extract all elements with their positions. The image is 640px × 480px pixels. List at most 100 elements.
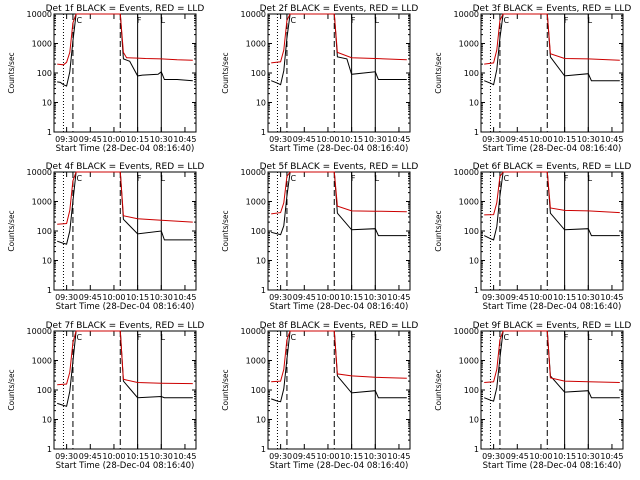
x-tick-label: 10:45 <box>600 293 623 302</box>
plot-frame <box>267 330 411 450</box>
y-axis-label: Counts/sec <box>221 52 230 93</box>
y-tick-label: 100 <box>464 386 479 395</box>
x-tick-label: 10:45 <box>387 135 410 144</box>
y-tick-label: 1 <box>47 286 52 295</box>
marker-label: C <box>290 16 296 25</box>
marker-label: F <box>351 16 356 25</box>
panel-title: Det 5f BLACK = Events, RED = LLD <box>260 162 419 172</box>
plot-frame <box>480 171 624 291</box>
x-tick-label: 10:15 <box>553 452 576 461</box>
x-tick-label: 09:30 <box>55 293 78 302</box>
y-tick-label: 1 <box>47 128 52 137</box>
series-events <box>57 330 193 407</box>
series-lld <box>271 171 407 215</box>
x-tick-label: 10:00 <box>529 452 552 461</box>
marker-label: L <box>161 174 166 183</box>
y-axis-label: Counts/sec <box>434 52 443 93</box>
y-tick-label: 1000 <box>246 198 266 207</box>
panel-title: Det 3f BLACK = Events, RED = LLD <box>473 4 632 14</box>
x-tick-label: 09:30 <box>55 135 78 144</box>
x-tick-label: 09:45 <box>79 135 102 144</box>
y-tick-label: 1 <box>261 445 266 454</box>
panel-3: Det 3f BLACK = Events, RED = LLD 1 10 100 10… <box>434 4 631 154</box>
y-tick-label: 10000 <box>241 327 266 336</box>
marker-label: L <box>161 16 166 25</box>
x-tick-label: 09:30 <box>482 452 505 461</box>
y-tick-label: 10000 <box>454 327 479 336</box>
y-tick-label: 10000 <box>27 168 52 177</box>
plot-frame <box>480 13 624 133</box>
y-tick-label: 10000 <box>27 10 52 19</box>
x-tick-label: 10:00 <box>316 293 339 302</box>
series-lld <box>484 171 620 216</box>
x-tick-label: 10:00 <box>316 452 339 461</box>
x-tick-label: 10:30 <box>150 135 173 144</box>
marker-label: C <box>76 333 82 342</box>
x-axis-label: Start Time (28-Dec-04 08:16:40) <box>483 461 622 471</box>
y-tick-label: 10 <box>42 99 52 108</box>
x-tick-label: 10:30 <box>577 135 600 144</box>
panel-title: Det 4f BLACK = Events, RED = LLD <box>46 162 205 172</box>
y-tick-label: 1 <box>474 286 479 295</box>
y-tick-label: 10 <box>256 99 266 108</box>
marker-label: L <box>161 333 166 342</box>
marker-label: F <box>351 333 356 342</box>
x-tick-label: 09:45 <box>293 452 316 461</box>
x-tick-label: 10:30 <box>150 452 173 461</box>
y-axis-label: Counts/sec <box>7 52 16 93</box>
x-axis-label: Start Time (28-Dec-04 08:16:40) <box>56 144 195 154</box>
marker-label: F <box>564 16 569 25</box>
x-tick-label: 10:00 <box>529 135 552 144</box>
y-tick-label: 1 <box>474 128 479 137</box>
panel-2: Det 2f BLACK = Events, RED = LLD 1 10 100 10… <box>221 4 418 154</box>
panel-8: Det 8f BLACK = Events, RED = LLD 1 10 100 10… <box>221 321 418 471</box>
x-tick-label: 10:45 <box>173 452 196 461</box>
marker-label: L <box>588 174 593 183</box>
x-axis-label: Start Time (28-Dec-04 08:16:40) <box>56 461 195 471</box>
y-tick-label: 1 <box>261 286 266 295</box>
panel-title: Det 9f BLACK = Events, RED = LLD <box>473 321 632 331</box>
y-axis-label: Counts/sec <box>221 369 230 410</box>
y-tick-label: 1000 <box>459 198 479 207</box>
marker-label: C <box>76 174 82 183</box>
panel-7: Det 7f BLACK = Events, RED = LLD 1 10 100 10… <box>7 321 204 471</box>
marker-label: F <box>564 333 569 342</box>
y-axis-label: Counts/sec <box>221 210 230 251</box>
marker-label: L <box>588 333 593 342</box>
panel-6: Det 6f BLACK = Events, RED = LLD 1 10 100 10… <box>434 162 631 312</box>
x-tick-label: 09:45 <box>79 452 102 461</box>
panel-title: Det 6f BLACK = Events, RED = LLD <box>473 162 632 172</box>
x-tick-label: 10:15 <box>126 452 149 461</box>
marker-label: C <box>503 333 509 342</box>
x-tick-label: 10:00 <box>529 293 552 302</box>
x-tick-label: 09:45 <box>79 293 102 302</box>
y-tick-label: 10 <box>42 257 52 266</box>
x-tick-label: 10:45 <box>600 135 623 144</box>
x-tick-label: 10:45 <box>173 135 196 144</box>
x-tick-label: 10:30 <box>364 452 387 461</box>
y-axis-label: Counts/sec <box>7 210 16 251</box>
marker-label: F <box>564 174 569 183</box>
marker-label: L <box>375 16 380 25</box>
y-tick-label: 100 <box>37 227 52 236</box>
y-tick-label: 10000 <box>27 327 52 336</box>
x-tick-label: 09:45 <box>506 135 529 144</box>
x-tick-label: 09:45 <box>506 293 529 302</box>
x-tick-label: 09:30 <box>269 452 292 461</box>
series-lld <box>484 13 620 65</box>
marker-label: F <box>137 16 142 25</box>
x-tick-label: 09:30 <box>482 135 505 144</box>
y-tick-label: 1000 <box>32 357 52 366</box>
marker-label: F <box>351 174 356 183</box>
x-tick-label: 10:15 <box>553 293 576 302</box>
y-tick-label: 100 <box>37 386 52 395</box>
x-tick-label: 10:45 <box>173 293 196 302</box>
plot-frame <box>53 171 197 291</box>
y-tick-label: 100 <box>251 386 266 395</box>
x-tick-label: 10:30 <box>364 135 387 144</box>
x-axis-label: Start Time (28-Dec-04 08:16:40) <box>270 302 409 312</box>
y-tick-label: 10 <box>42 416 52 425</box>
y-axis-label: Counts/sec <box>7 369 16 410</box>
y-tick-label: 1000 <box>459 357 479 366</box>
x-tick-label: 10:45 <box>387 452 410 461</box>
